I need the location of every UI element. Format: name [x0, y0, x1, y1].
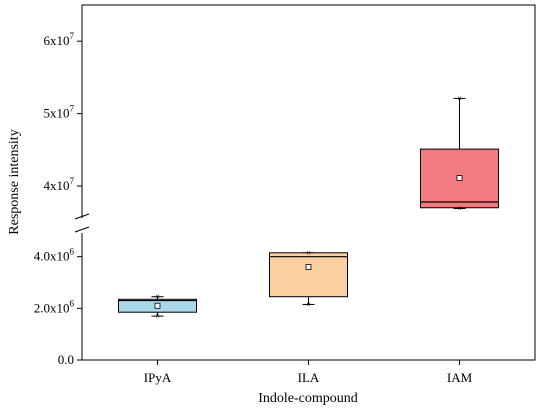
iqr-box-ILA	[269, 252, 348, 298]
box-IPyA: ××	[118, 292, 197, 321]
y-tick-label-upper-2: 6x107	[44, 31, 75, 48]
box-IAM: ××	[420, 93, 499, 213]
axis-break-gap	[79, 218, 87, 233]
y-tick-label-lower-2: 4.0x106	[34, 247, 75, 264]
min-marker-IPyA: ×	[155, 311, 160, 321]
axis-break-line-upper	[74, 213, 90, 220]
x-tick-label-ILA: ILA	[298, 370, 320, 385]
mean-marker-IAM	[456, 175, 463, 181]
max-marker-ILA: ×	[306, 248, 311, 258]
min-marker-ILA: ×	[306, 299, 311, 309]
y-axis-ticks: 0.0 2.0x106 4.0x106 4x107 5x107 6x107	[34, 31, 82, 367]
box-ILA: ××	[269, 248, 348, 309]
y-tick-label-lower-0: 0.0	[58, 352, 74, 367]
max-marker-IPyA: ×	[155, 292, 160, 302]
y-axis-title: Response intensity	[7, 129, 22, 234]
mean-marker-IPyA	[154, 302, 161, 309]
axis-break-line-lower	[74, 226, 90, 233]
box-series: ××××××	[118, 93, 499, 321]
min-marker-IAM: ×	[457, 203, 462, 213]
max-marker-IAM: ×	[457, 93, 462, 103]
x-tick-label-IPyA: IPyA	[144, 370, 172, 385]
axis-break-marker	[74, 213, 90, 233]
y-tick-label-lower-1: 2.0x106	[34, 298, 75, 315]
mean-marker-ILA	[305, 264, 312, 270]
y-tick-label-upper-1: 5x107	[44, 104, 75, 121]
y-tick-label-upper-0: 4x107	[44, 176, 75, 193]
x-axis-title: Indole-compound	[258, 391, 358, 406]
x-tick-label-IAM: IAM	[447, 370, 473, 385]
x-axis-ticks: IPyA ILA IAM	[144, 360, 473, 385]
